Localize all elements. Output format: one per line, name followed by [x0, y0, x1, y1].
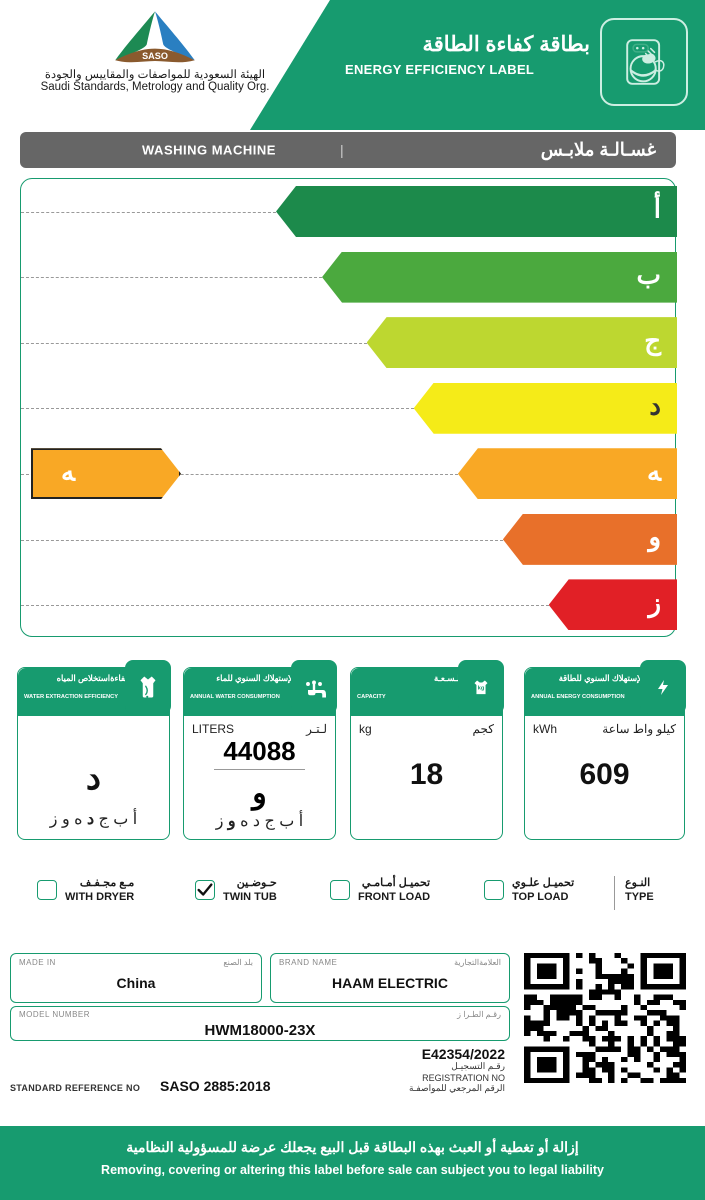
svg-text:kg: kg	[478, 686, 485, 692]
svg-text:SASO: SASO	[142, 51, 168, 61]
